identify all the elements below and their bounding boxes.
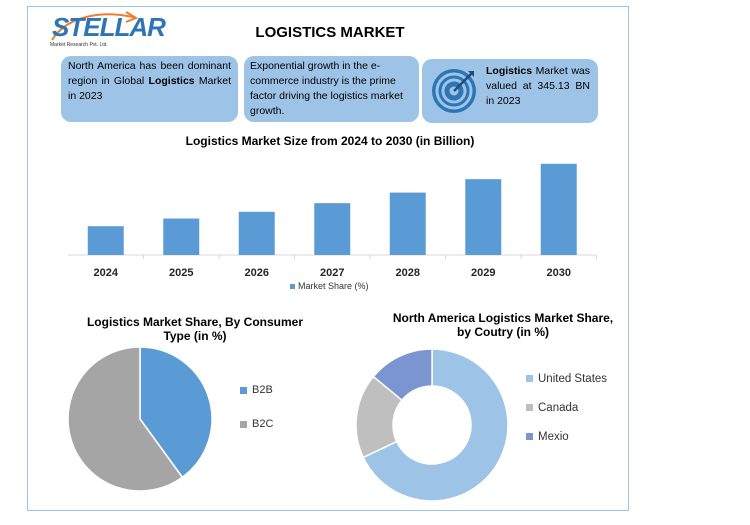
bar-2030 xyxy=(540,163,577,255)
bar-2024 xyxy=(87,226,124,255)
x-tick-label-2024: 2024 xyxy=(94,267,119,279)
bar-chart-title: Logistics Market Size from 2024 to 2030 … xyxy=(185,134,475,148)
donut-chart-title: North America Logistics Market Share, by… xyxy=(388,311,618,339)
pie-chart-title: Logistics Market Share, By Consumer Type… xyxy=(80,315,310,343)
donut-legend-us: United States xyxy=(526,373,607,385)
info-box-region-tail: Market in 2023 xyxy=(68,75,231,102)
bar-2026 xyxy=(238,211,275,255)
donut-legend-canada: Canada xyxy=(526,402,607,414)
bar-2028 xyxy=(389,192,426,255)
pie-legend-b2b-label: B2B xyxy=(252,384,273,396)
donut-legend-mexico: Mexio xyxy=(526,431,607,443)
x-tick-label-2027: 2027 xyxy=(320,267,344,279)
page-title: LOGISTICS MARKET xyxy=(255,24,405,41)
info-box-region: North America has been dominant region i… xyxy=(61,56,238,122)
x-tick-label-2028: 2028 xyxy=(396,267,420,279)
pie-legend: B2B B2C xyxy=(240,384,273,430)
info-box-value-bold: Logistics xyxy=(486,65,533,77)
donut-chart-title-line1: North America Logistics Market Share, xyxy=(392,311,614,325)
donut-legend-canada-swatch xyxy=(526,404,533,412)
donut-slice-mexico xyxy=(372,348,433,402)
pie-legend-b2c-swatch xyxy=(240,420,247,428)
info-box-region-text: North America has been dominant region i… xyxy=(68,60,231,87)
info-box-driver: Exponential growth in the e-commerce ind… xyxy=(244,56,419,122)
info-box-driver-text: Exponential growth in the e-commerce ind… xyxy=(250,60,403,117)
logo-swoosh-icon xyxy=(51,11,139,41)
x-tick-label-2029: 2029 xyxy=(471,267,495,279)
info-box-value-tail: Market was valued at 345.13 BN in 2023 xyxy=(486,65,590,107)
pie-chart-title-line1: Logistics Market Share, By Consumer xyxy=(86,315,304,329)
pie-slice-b2c xyxy=(67,346,184,492)
donut-legend-mexico-label: Mexio xyxy=(538,431,569,443)
pie-chart-title-line2: Type (in %) xyxy=(163,329,227,343)
donut-chart-title-line2: by Coutry (in %) xyxy=(457,325,549,339)
bar-legend-label: Market Share (%) xyxy=(298,281,369,291)
x-tick-label-2025: 2025 xyxy=(169,267,193,279)
target-icon xyxy=(432,69,476,113)
bar-chart: 2024 2025 2026 2027 2028 2029 2030 xyxy=(68,163,597,279)
donut-legend-mexico-swatch xyxy=(526,433,533,441)
bar-2029 xyxy=(465,179,502,255)
logo-text: STELLAR xyxy=(52,12,166,42)
pie-legend-b2c: B2C xyxy=(240,418,273,430)
bar-legend: Market Share (%) xyxy=(290,281,369,291)
donut-legend-us-swatch xyxy=(526,375,533,383)
logo-subtitle: Market Research Pvt. Ltd. xyxy=(50,42,108,48)
x-tick-label-2030: 2030 xyxy=(547,267,571,279)
donut-chart xyxy=(355,348,509,502)
pie-legend-b2b-swatch xyxy=(240,386,247,394)
donut-legend: United States Canada Mexio xyxy=(526,373,607,443)
pie-legend-b2c-label: B2C xyxy=(252,418,274,430)
pie-chart xyxy=(67,346,213,492)
donut-slice-united-states xyxy=(362,348,509,502)
info-box-value: Logistics Market was valued at 345.13 BN… xyxy=(422,59,598,123)
bar-legend-swatch xyxy=(290,284,295,290)
info-box-value-text: Logistics Market was valued at 345.13 BN… xyxy=(486,64,590,109)
bar-2027 xyxy=(314,203,351,255)
pie-slice-b2b xyxy=(139,346,213,479)
pie-legend-b2b: B2B xyxy=(240,384,273,396)
bar-2025 xyxy=(163,218,200,255)
info-box-region-bold: Logistics xyxy=(148,75,195,87)
x-tick-label-2026: 2026 xyxy=(245,267,269,279)
infographic-frame xyxy=(27,6,629,511)
donut-legend-us-label: United States xyxy=(538,373,608,385)
donut-legend-canada-label: Canada xyxy=(538,402,579,414)
